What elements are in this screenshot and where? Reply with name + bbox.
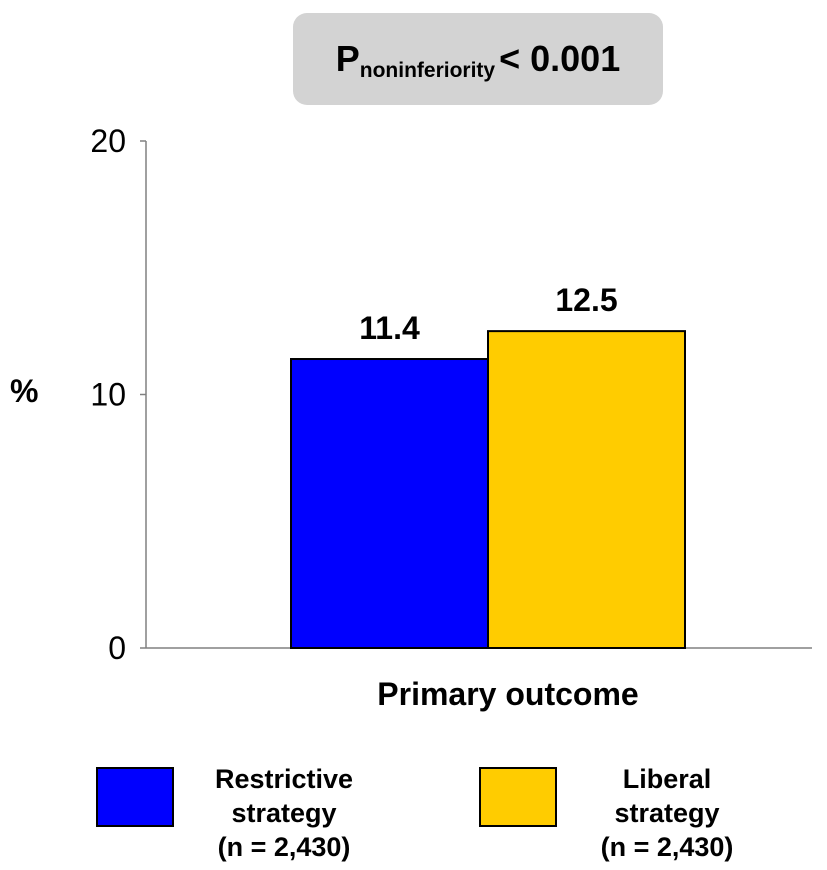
bar-liberal <box>487 330 686 649</box>
y-tick-label-0: 0 <box>108 630 126 666</box>
y-tick-label-20: 20 <box>90 123 126 159</box>
legend-label-liberal-line3: (n = 2,430) <box>600 832 734 862</box>
p-value-suffix: < 0.001 <box>499 38 621 79</box>
legend-label-restrictive: Restrictive strategy (n = 2,430) <box>174 762 394 864</box>
legend-swatch-restrictive <box>96 767 174 827</box>
legend-label-restrictive-line3: (n = 2,430) <box>217 832 351 862</box>
legend-label-restrictive-line1: Restrictive <box>214 764 354 794</box>
data-label-restrictive: 11.4 <box>359 310 420 346</box>
legend-label-liberal: Liberal strategy (n = 2,430) <box>557 762 777 864</box>
y-tick-label-10: 10 <box>90 377 126 413</box>
legend-label-restrictive-line2: strategy <box>231 798 337 828</box>
legend-swatch-liberal <box>479 767 557 827</box>
y-axis-label: % <box>10 373 39 409</box>
legend-label-liberal-line1: Liberal <box>622 764 712 794</box>
x-axis-label: Primary outcome <box>377 676 639 712</box>
p-value-prefix: P <box>335 38 360 79</box>
p-value-subscript: noninferiority <box>359 59 496 82</box>
legend-label-liberal-line2: strategy <box>614 798 720 828</box>
bar-restrictive <box>290 358 489 649</box>
data-label-liberal: 12.5 <box>555 282 617 318</box>
